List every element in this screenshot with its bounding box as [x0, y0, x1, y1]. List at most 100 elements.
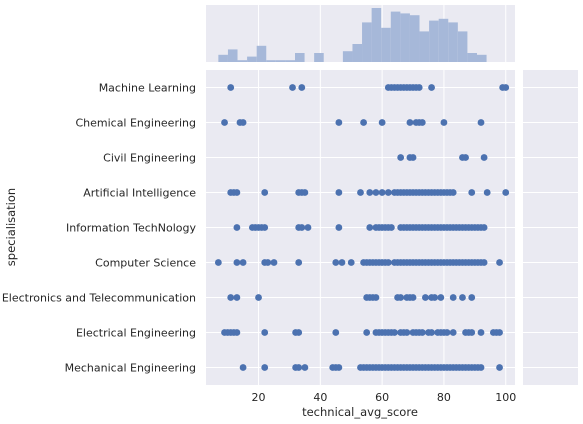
scatter-point — [397, 294, 405, 301]
scatter-point — [372, 189, 380, 196]
scatter-point — [468, 189, 476, 196]
histogram-bar — [448, 22, 458, 62]
scatter-point — [449, 189, 457, 196]
x-tick-label: 40 — [313, 391, 327, 404]
histogram-bar — [371, 8, 382, 62]
scatter-point — [301, 189, 309, 196]
scatter-point — [449, 329, 457, 336]
scatter-point — [221, 119, 228, 126]
scatter-point — [304, 224, 312, 231]
scatter-point — [372, 294, 380, 301]
scatter-point — [384, 189, 392, 196]
marginal-x-bars — [218, 8, 487, 63]
histogram-bar — [294, 53, 305, 62]
scatter-point — [298, 224, 306, 231]
histogram-bar — [218, 54, 228, 62]
scatter-point — [415, 84, 423, 91]
scatter-point — [480, 224, 488, 231]
scatter-point — [483, 189, 491, 196]
scatter-point — [477, 119, 485, 126]
scatter-point — [227, 294, 235, 301]
scatter-point — [298, 84, 306, 91]
scatter-point — [468, 329, 476, 336]
scatter-point — [384, 259, 392, 266]
histogram-bar — [352, 44, 363, 62]
scatter-point — [335, 224, 343, 231]
scatter-point — [459, 294, 466, 301]
y-tick-label: Information TechNology — [66, 222, 197, 235]
y-tick-label: Civil Engineering — [103, 152, 196, 165]
scatter-point — [335, 364, 343, 371]
scatter-point — [406, 119, 414, 126]
histogram-bar — [476, 54, 487, 62]
histogram-bar — [342, 51, 353, 62]
y-tick-label: Electronics and Telecommunication — [2, 292, 196, 305]
histogram-bar — [285, 60, 295, 62]
y-tick-label: Chemical Engineering — [75, 117, 196, 130]
scatter-point — [239, 259, 247, 266]
scatter-point — [363, 329, 371, 336]
scatter-point — [295, 259, 303, 266]
scatter-point — [332, 329, 340, 336]
y-axis-title: specialisation — [4, 188, 18, 266]
scatter-point — [496, 364, 503, 371]
scatter-point — [477, 329, 485, 336]
scatter-point — [360, 119, 367, 126]
histogram-bar — [314, 53, 324, 62]
histogram-bar — [237, 60, 248, 62]
marginal-y-gridlines — [523, 87, 578, 368]
scatter-point — [477, 364, 485, 371]
scatter-point — [437, 294, 445, 301]
scatter-point — [264, 259, 272, 266]
scatter-point — [431, 294, 439, 301]
scatter-point — [409, 294, 417, 301]
scatter-point — [239, 364, 247, 371]
scatter-point — [480, 154, 488, 161]
x-tick-label: 20 — [252, 391, 266, 404]
x-tick-label: 60 — [375, 391, 389, 404]
histogram-bar — [227, 49, 238, 62]
scatter-point — [449, 294, 457, 301]
scatter-point — [227, 84, 235, 91]
scatter-point — [295, 364, 303, 371]
scatter-point — [366, 224, 374, 231]
scatter-point — [403, 329, 411, 336]
histogram-bar — [419, 31, 430, 62]
y-tick-label: Mechanical Engineering — [65, 362, 196, 375]
histogram-bar — [362, 22, 372, 62]
scatter-point — [214, 259, 222, 266]
scatter-point — [261, 224, 269, 231]
scatter-point — [239, 119, 247, 126]
x-axis-tick-labels: 20 40 60 80 100 — [252, 391, 517, 404]
scatter-point — [261, 364, 269, 371]
scatter-point — [502, 84, 510, 91]
scatter-point — [295, 329, 303, 336]
histogram-bar — [429, 20, 439, 63]
scatter-point — [480, 259, 488, 266]
scatter-point — [502, 189, 510, 196]
scatter-point — [366, 189, 374, 196]
scatter-point — [357, 189, 364, 196]
scatter-point — [418, 119, 426, 126]
y-tick-label: Electrical Engineering — [76, 327, 196, 340]
scatter-point — [378, 119, 386, 126]
histogram-bar — [390, 11, 401, 63]
scatter-point — [261, 329, 269, 336]
scatter-point — [270, 259, 278, 266]
scatter-point — [428, 84, 435, 91]
scatter-points — [214, 84, 510, 371]
marginal-y-histogram — [523, 70, 578, 385]
scatter-point — [421, 294, 429, 301]
x-axis-title: technical_avg_score — [302, 405, 418, 419]
scatter-plot-area — [206, 70, 515, 385]
scatter-point — [335, 189, 343, 196]
histogram-bar — [247, 56, 257, 62]
scatter-point — [233, 224, 241, 231]
histogram-bar — [409, 15, 420, 62]
scatter-point — [391, 329, 398, 336]
scatter-point — [233, 294, 241, 301]
scatter-point — [289, 84, 296, 91]
histogram-bar — [438, 18, 449, 62]
scatter-point — [233, 189, 241, 196]
